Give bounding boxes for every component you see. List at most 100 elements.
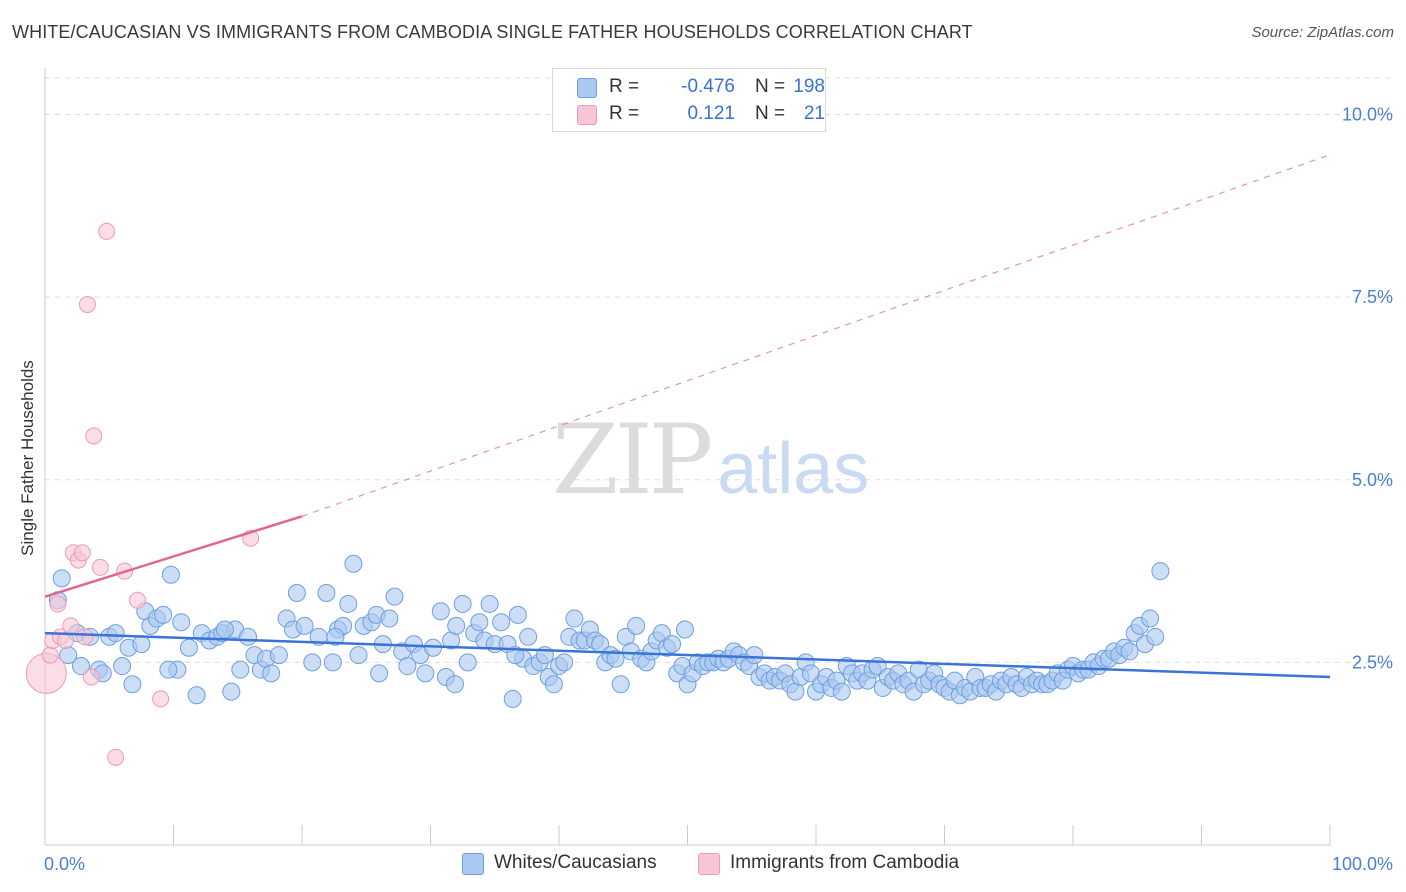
cambodia-point <box>85 427 103 445</box>
white-point <box>187 686 206 705</box>
white-point <box>231 660 250 679</box>
r-value: 0.121 <box>687 103 735 124</box>
white-point <box>295 616 314 635</box>
white-point <box>303 653 322 672</box>
white-point <box>745 646 764 665</box>
cambodia-point <box>152 690 170 708</box>
r-label: R = <box>609 103 640 124</box>
cambodia-point <box>107 748 125 766</box>
cambodia-trend-extension <box>301 154 1331 517</box>
white-point <box>480 594 499 613</box>
white-point <box>506 646 525 665</box>
cambodia-point <box>91 558 109 576</box>
cambodia-trend-line <box>44 515 303 598</box>
white-point <box>154 605 173 624</box>
white-point <box>123 675 142 694</box>
cambodia-point <box>49 595 67 613</box>
n-label: N = <box>755 76 786 97</box>
legend-label-white: Whites/Caucasians <box>494 852 657 873</box>
white-point <box>262 664 281 683</box>
white-point <box>503 689 522 708</box>
white-points <box>48 554 1170 708</box>
white-point <box>215 620 234 639</box>
cambodia-point <box>82 668 100 686</box>
cambodia-swatch <box>577 105 597 125</box>
n-value: 21 <box>803 103 825 124</box>
source-label: Source: ZipAtlas.com <box>1251 24 1394 41</box>
cambodia-point <box>62 617 80 635</box>
white-point <box>222 682 241 701</box>
white-point <box>159 660 178 679</box>
white-point <box>326 627 345 646</box>
y-axis-label: Single Father Households <box>18 360 37 556</box>
white-point <box>239 627 258 646</box>
white-point <box>52 569 71 588</box>
watermark-atlas: atlas <box>717 429 870 509</box>
white-point <box>1146 627 1165 646</box>
white-point <box>370 664 389 683</box>
y-tick-label: 5.0% <box>1352 470 1393 490</box>
white-point <box>519 627 538 646</box>
white-point <box>663 635 682 654</box>
white-point <box>1151 562 1170 581</box>
cambodia-points <box>25 222 260 766</box>
white-point <box>1120 642 1139 661</box>
white-point <box>555 653 574 672</box>
white-point <box>380 609 399 628</box>
y-tick-label: 10.0% <box>1342 105 1393 125</box>
y-tick-label: 2.5% <box>1352 652 1393 672</box>
watermark-zip: ZIP <box>552 404 713 516</box>
white-point <box>339 594 358 613</box>
white-point <box>458 653 477 672</box>
legend-label-cambodia: Immigrants from Cambodia <box>730 852 960 873</box>
white-point <box>317 583 336 602</box>
white-point <box>627 616 646 635</box>
white-point <box>269 646 288 665</box>
white-point <box>323 653 342 672</box>
white-point <box>832 682 851 701</box>
white-point <box>349 646 368 665</box>
white-point <box>71 657 90 676</box>
n-label: N = <box>755 103 786 124</box>
white-point <box>606 649 625 668</box>
white-point <box>470 613 489 632</box>
white-point <box>544 675 563 694</box>
white-point <box>179 638 198 657</box>
white-point <box>445 675 464 694</box>
r-value: -0.476 <box>681 76 735 97</box>
white-point <box>385 587 404 606</box>
trend-lines <box>44 154 1331 679</box>
white-swatch <box>462 853 484 875</box>
n-value: 198 <box>793 76 825 97</box>
r-label: R = <box>609 76 640 97</box>
cambodia-point <box>78 295 96 313</box>
white-swatch <box>577 78 597 98</box>
white-point <box>453 594 472 613</box>
white-point <box>447 616 466 635</box>
cambodia-point <box>129 591 147 609</box>
white-point <box>611 675 630 694</box>
grid-lines <box>45 77 1392 663</box>
white-point <box>508 605 527 624</box>
chart-title: WHITE/CAUCASIAN VS IMMIGRANTS FROM CAMBO… <box>12 22 973 42</box>
y-tick-label: 7.5% <box>1352 287 1393 307</box>
watermark: ZIP atlas <box>552 404 869 516</box>
white-trend-line <box>44 631 1331 679</box>
white-point <box>287 583 306 602</box>
axes <box>44 68 1331 846</box>
white-point <box>106 624 125 643</box>
cambodia-point <box>41 646 59 664</box>
white-point <box>492 613 511 632</box>
white-point <box>132 635 151 654</box>
cambodia-point <box>98 222 116 240</box>
white-point <box>1141 609 1160 628</box>
white-point <box>172 613 191 632</box>
cambodia-point <box>73 544 91 562</box>
white-point <box>398 657 417 676</box>
white-point <box>161 565 180 584</box>
white-point <box>675 620 694 639</box>
white-point <box>416 664 435 683</box>
stats-legend: R = -0.476 N = 198 R = 0.121 N = 21 <box>552 68 826 132</box>
cambodia-point <box>76 628 94 646</box>
